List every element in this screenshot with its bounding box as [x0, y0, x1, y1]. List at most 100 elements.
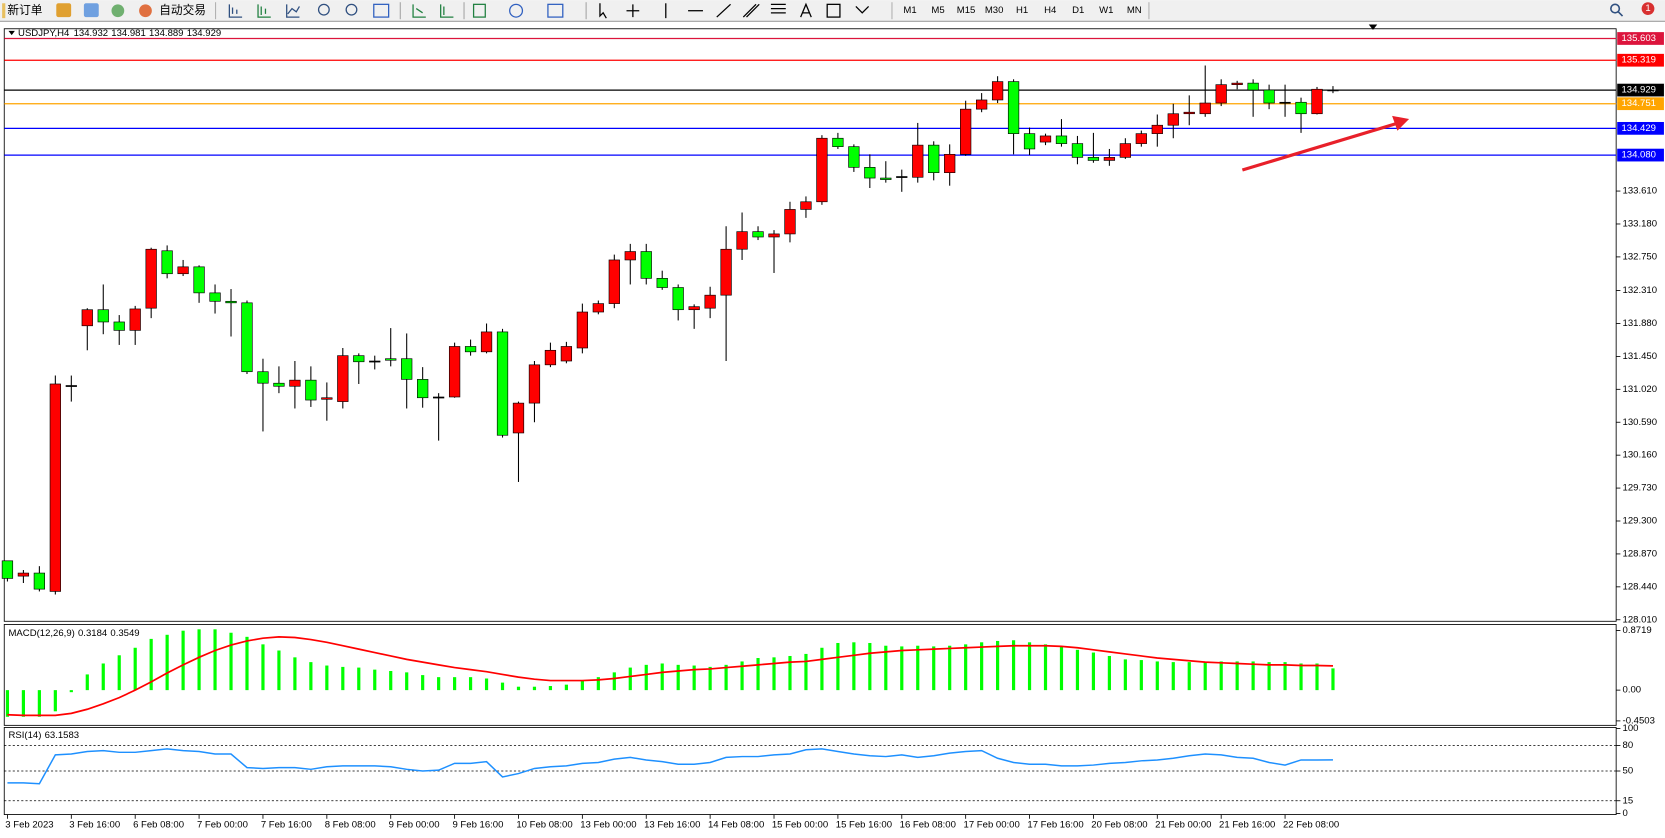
macd-bar: [1155, 661, 1159, 691]
candle-body: [1103, 157, 1116, 161]
timeframe-button[interactable]: M1: [903, 5, 916, 16]
icon-autoscroll[interactable]: [412, 4, 426, 18]
icon-fibo[interactable]: [770, 3, 786, 14]
y-tick-label: 129.300: [1623, 516, 1658, 527]
macd-signal-value: 0.3549: [110, 627, 139, 638]
x-tick-label: 7 Feb 00:00: [197, 820, 248, 831]
icon-toolbar[interactable]: [111, 4, 125, 18]
level-price-label: 135.603: [1621, 33, 1656, 44]
macd-bar: [165, 634, 169, 691]
macd-bar: [740, 661, 744, 691]
macd-bar: [468, 677, 473, 691]
timeframe-button[interactable]: H4: [1044, 5, 1057, 16]
macd-pane: [3, 624, 1617, 726]
candle-body: [480, 331, 493, 353]
macd-bar: [580, 680, 584, 691]
macd-bar: [389, 670, 393, 691]
icon-line-chart[interactable]: [286, 4, 300, 18]
icon-text[interactable]: [800, 2, 812, 18]
alerts-button[interactable]: 1: [1641, 2, 1655, 15]
macd-bar: [1299, 663, 1303, 691]
timeframe-button[interactable]: H1: [1016, 5, 1028, 16]
candle-body: [417, 379, 429, 399]
timeframe-button[interactable]: MN: [1127, 5, 1142, 16]
timeframe-button[interactable]: M30: [985, 5, 1004, 16]
y-tick-label: 128.440: [1623, 581, 1658, 592]
macd-bar: [516, 686, 521, 691]
icon-toolbar[interactable]: [83, 3, 99, 18]
chart-shift-marker[interactable]: [1368, 24, 1378, 30]
candle-body: [1055, 135, 1068, 144]
candle-body: [864, 167, 876, 179]
candle-body: [912, 144, 924, 178]
macd-bar: [229, 632, 233, 691]
candle-body: [752, 231, 764, 238]
icon-zoom-in[interactable]: [317, 3, 330, 16]
macd-bar: [245, 636, 249, 691]
x-tick-label: 17 Feb 16:00: [1027, 820, 1083, 831]
timeframe-button[interactable]: M15: [957, 5, 976, 16]
icon-shift[interactable]: [440, 4, 454, 18]
icon-tile[interactable]: [373, 3, 390, 18]
macd-bar: [804, 653, 808, 691]
macd-bar: [564, 684, 568, 691]
icon-trendline[interactable]: [716, 3, 731, 18]
y-tick-label: 0.8719: [1623, 625, 1652, 636]
y-tick-label: 129.730: [1623, 483, 1658, 494]
x-tick-label: 14 Feb 08:00: [708, 820, 764, 831]
icon-templates[interactable]: [547, 3, 564, 18]
candle-body: [1279, 101, 1291, 104]
macd-bar: [5, 690, 10, 717]
icon-zoom-out[interactable]: [345, 3, 358, 16]
candle-body: [1183, 111, 1195, 115]
auto-trading-icon: [139, 4, 152, 18]
candle-body: [736, 231, 748, 250]
x-tick-label: 20 Feb 08:00: [1091, 820, 1147, 831]
macd-bar: [1267, 662, 1271, 691]
macd-bar: [964, 644, 968, 691]
symbol-menu-marker[interactable]: [8, 30, 15, 36]
candle-body: [1039, 135, 1052, 143]
icon-crosshair[interactable]: [626, 4, 640, 18]
icon-channel[interactable]: [742, 3, 760, 18]
candle-body: [896, 176, 908, 178]
timeframe-button[interactable]: D1: [1072, 5, 1084, 16]
macd-bar: [1315, 663, 1319, 691]
macd-bar: [932, 646, 936, 691]
candle-body: [113, 321, 125, 331]
x-tick-label: 17 Feb 00:00: [964, 820, 1020, 831]
icon-arrows[interactable]: [855, 6, 870, 14]
new-order-button[interactable]: 新订单: [7, 3, 42, 17]
icon-periods[interactable]: [509, 3, 524, 18]
icon-toolbar[interactable]: [56, 3, 72, 18]
timeframe-button[interactable]: W1: [1099, 5, 1113, 16]
candle-body: [273, 382, 285, 387]
search-icon[interactable]: [1610, 3, 1621, 14]
macd-bar: [325, 665, 329, 691]
macd-bar: [1091, 652, 1096, 691]
icon-indicators[interactable]: [472, 3, 486, 18]
candle-body: [1087, 157, 1100, 161]
level-price-label: 135.319: [1621, 55, 1656, 66]
macd-bar: [37, 690, 41, 717]
candle-body: [656, 278, 668, 288]
candle-body: [1247, 82, 1259, 91]
macd-bar: [852, 642, 856, 691]
rsi-value: 63.1583: [45, 729, 80, 740]
icon-candles[interactable]: [257, 4, 271, 18]
candle-body: [496, 331, 509, 436]
icon-label[interactable]: [826, 3, 841, 18]
header-low: 134.889: [149, 28, 184, 39]
auto-trading-button[interactable]: 自动交易: [139, 3, 206, 18]
plot-layer: 133.610 133.180 132.750 132.310 131.880 131.4…: [1, 32, 1664, 831]
candle-body: [688, 306, 700, 311]
icon-cursor[interactable]: [599, 3, 607, 19]
icon-bar-chart[interactable]: [228, 4, 243, 18]
timeframe-button[interactable]: M5: [931, 5, 944, 16]
macd-bar: [277, 650, 281, 691]
main-pane: [3, 28, 1617, 622]
alerts-badge: [1641, 2, 1655, 15]
macd-title: MACD(12,26,9): [8, 627, 74, 638]
candle-body: [369, 360, 381, 363]
